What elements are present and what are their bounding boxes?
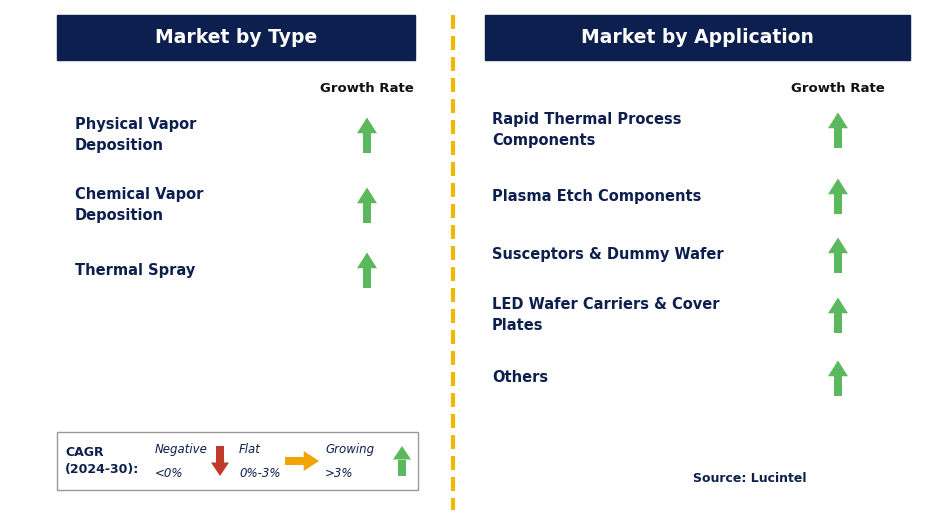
Text: LED Wafer Carriers & Cover
Plates: LED Wafer Carriers & Cover Plates xyxy=(491,297,719,333)
Text: >3%: >3% xyxy=(325,467,353,480)
Polygon shape xyxy=(833,128,841,147)
Polygon shape xyxy=(827,361,847,376)
Text: Negative: Negative xyxy=(154,443,208,456)
Polygon shape xyxy=(833,253,841,272)
FancyBboxPatch shape xyxy=(485,15,909,60)
Polygon shape xyxy=(392,446,411,460)
FancyBboxPatch shape xyxy=(57,432,417,490)
Text: Market by Type: Market by Type xyxy=(154,28,316,47)
Polygon shape xyxy=(833,194,841,214)
Text: Growth Rate: Growth Rate xyxy=(320,81,414,94)
Text: Physical Vapor
Deposition: Physical Vapor Deposition xyxy=(75,117,197,153)
Polygon shape xyxy=(827,113,847,128)
Text: Susceptors & Dummy Wafer: Susceptors & Dummy Wafer xyxy=(491,247,723,263)
Polygon shape xyxy=(362,268,371,288)
Polygon shape xyxy=(357,118,376,133)
Text: Rapid Thermal Process
Components: Rapid Thermal Process Components xyxy=(491,113,680,147)
Polygon shape xyxy=(833,313,841,332)
Text: Plasma Etch Components: Plasma Etch Components xyxy=(491,189,701,204)
Text: Growth Rate: Growth Rate xyxy=(790,81,884,94)
Polygon shape xyxy=(827,238,847,253)
Polygon shape xyxy=(827,179,847,194)
Text: Market by Application: Market by Application xyxy=(580,28,813,47)
Polygon shape xyxy=(357,253,376,268)
Text: <0%: <0% xyxy=(154,467,183,480)
Text: Flat: Flat xyxy=(239,443,260,456)
Polygon shape xyxy=(285,457,303,465)
Polygon shape xyxy=(833,376,841,395)
Text: Others: Others xyxy=(491,370,548,386)
Text: Source: Lucintel: Source: Lucintel xyxy=(693,472,806,485)
Polygon shape xyxy=(303,451,318,471)
Polygon shape xyxy=(398,460,405,476)
Polygon shape xyxy=(357,188,376,203)
Polygon shape xyxy=(827,297,847,313)
Text: 0%-3%: 0%-3% xyxy=(239,467,280,480)
Polygon shape xyxy=(362,133,371,153)
Polygon shape xyxy=(362,203,371,222)
Text: CAGR
(2024-30):: CAGR (2024-30): xyxy=(65,446,139,476)
Text: Chemical Vapor
Deposition: Chemical Vapor Deposition xyxy=(75,188,203,222)
Text: Growing: Growing xyxy=(325,443,373,456)
Polygon shape xyxy=(216,446,224,463)
Polygon shape xyxy=(211,463,228,476)
FancyBboxPatch shape xyxy=(57,15,415,60)
Text: Thermal Spray: Thermal Spray xyxy=(75,263,195,278)
